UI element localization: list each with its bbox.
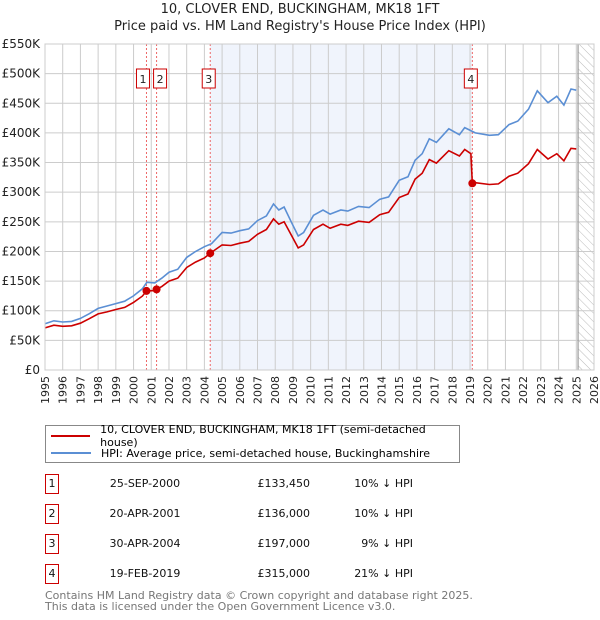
sale-number-badge: 1: [45, 474, 59, 494]
y-tick-label: £100K: [2, 304, 42, 318]
x-tick-label: 2026: [588, 376, 600, 404]
x-tick-label: 2020: [482, 376, 495, 404]
sale-price: £197,000: [257, 537, 311, 550]
x-tick-label: 2005: [216, 376, 229, 404]
table-row: 3 30-APR-2004 £197,000 9% ↓ HPI: [45, 534, 445, 554]
x-tick-label: 2013: [358, 376, 371, 404]
y-tick-label: £400K: [2, 126, 42, 140]
x-tick-label: 2001: [145, 376, 158, 404]
sale-marker-label: 3: [205, 73, 212, 86]
sale-marker-box: [135, 68, 150, 89]
sale-price: £315,000: [257, 567, 311, 580]
legend-item-hpi: HPI: Average price, semi-detached house,…: [46, 445, 430, 461]
sale-date: 30-APR-2004: [109, 537, 181, 550]
x-tick-label: 1999: [110, 376, 123, 404]
sale-number-badge: 4: [45, 564, 59, 584]
footer: Contains HM Land Registry data © Crown c…: [45, 590, 473, 612]
x-tick-label: 2024: [553, 376, 566, 404]
x-tick-label: 2016: [411, 376, 424, 404]
y-tick-label: £500K: [2, 67, 42, 81]
x-tick-label: 2014: [375, 376, 388, 404]
y-tick-label: £50K: [9, 333, 41, 347]
x-tick-label: 2023: [535, 376, 548, 404]
x-tick-label: 2025: [570, 376, 583, 404]
x-tick-label: 2017: [429, 376, 442, 404]
legend-label: 10, CLOVER END, BUCKINGHAM, MK18 1FT (se…: [100, 423, 426, 449]
table-row: 2 20-APR-2001 £136,000 10% ↓ HPI: [45, 504, 445, 524]
legend: 10, CLOVER END, BUCKINGHAM, MK18 1FT (se…: [45, 423, 460, 463]
owned-period-shading: [210, 44, 473, 370]
sale-point: [468, 179, 477, 188]
legend-item-property: 10, CLOVER END, BUCKINGHAM, MK18 1FT (se…: [46, 423, 459, 449]
sale-point: [142, 286, 151, 295]
plot-border: [44, 43, 595, 371]
x-tick-label: 2018: [446, 376, 459, 404]
sale-number-badge: 3: [45, 534, 59, 554]
sale-marker-box: [153, 68, 168, 89]
x-tick-label: 2015: [393, 376, 406, 404]
x-tick-label: 1995: [39, 376, 52, 404]
table-row: 4 19-FEB-2019 £315,000 21% ↓ HPI: [45, 564, 445, 584]
y-tick-label: £250K: [2, 215, 42, 229]
sale-point: [152, 285, 161, 294]
chart-title: 10, CLOVER END, BUCKINGHAM, MK18 1FT: [160, 2, 440, 17]
y-tick-label: £150K: [2, 274, 42, 288]
series-line: [44, 147, 577, 329]
x-tick-label: 2003: [181, 376, 194, 404]
y-tick-label: £450K: [2, 96, 42, 110]
sale-number-badge: 2: [45, 504, 59, 524]
y-tick-label: £0: [25, 363, 40, 377]
legend-label: HPI: Average price, semi-detached house,…: [101, 446, 431, 460]
sale-date: 19-FEB-2019: [109, 567, 181, 580]
sale-date: 20-APR-2001: [109, 507, 181, 520]
x-tick-label: 2006: [234, 376, 247, 404]
x-tick-label: 2008: [269, 376, 282, 404]
x-tick-label: 2004: [198, 376, 211, 404]
sale-hpi-diff: 21% ↓ HPI: [354, 567, 413, 580]
sale-marker-label: 1: [139, 73, 146, 86]
sale-date: 25-SEP-2000: [109, 477, 181, 490]
x-tick-label: 2011: [322, 376, 335, 404]
sale-marker-box: [463, 68, 478, 89]
x-tick-label: 1998: [92, 376, 105, 404]
sale-marker-label: 4: [467, 73, 474, 86]
x-tick-label: 2007: [252, 376, 265, 404]
x-tick-label: 1996: [57, 376, 70, 404]
sale-price: £136,000: [257, 507, 311, 520]
sale-point: [206, 249, 215, 258]
x-tick-label: 2002: [163, 376, 176, 404]
y-tick-label: £550K: [2, 37, 42, 51]
price-chart: 1995 1996 1997 1998 1999 2000 2001 2002 2003 2004…: [2, 37, 600, 404]
legend-swatch: [51, 435, 91, 437]
sale-marker-box: [201, 68, 216, 89]
y-tick-label: £200K: [2, 244, 42, 258]
x-tick-label: 2022: [517, 376, 530, 404]
x-tick-label: 2021: [499, 376, 512, 404]
x-tick-label: 2012: [340, 376, 353, 404]
sale-hpi-diff: 10% ↓ HPI: [354, 507, 413, 520]
series-line: [44, 88, 577, 325]
legend-swatch: [51, 452, 91, 454]
x-tick-label: 2009: [287, 376, 300, 404]
chart-subtitle: Price paid vs. HM Land Registry's House …: [114, 19, 486, 34]
sale-hpi-diff: 10% ↓ HPI: [354, 477, 413, 490]
future-hatch: [578, 44, 594, 370]
table-row: 1 25-SEP-2000 £133,450 10% ↓ HPI: [45, 474, 445, 494]
y-tick-label: £300K: [2, 185, 42, 199]
x-tick-label: 2019: [464, 376, 477, 404]
y-tick-label: £350K: [2, 156, 42, 170]
x-tick-label: 1997: [74, 376, 87, 404]
sale-hpi-diff: 9% ↓ HPI: [361, 537, 413, 550]
footer-licence: This data is licensed under the Open Gov…: [45, 600, 396, 613]
sale-marker-label: 2: [157, 73, 164, 86]
x-tick-label: 2010: [305, 376, 318, 404]
footer-copyright: Contains HM Land Registry data © Crown c…: [45, 589, 473, 602]
sale-price: £133,450: [257, 477, 311, 490]
x-tick-label: 2000: [128, 376, 141, 404]
